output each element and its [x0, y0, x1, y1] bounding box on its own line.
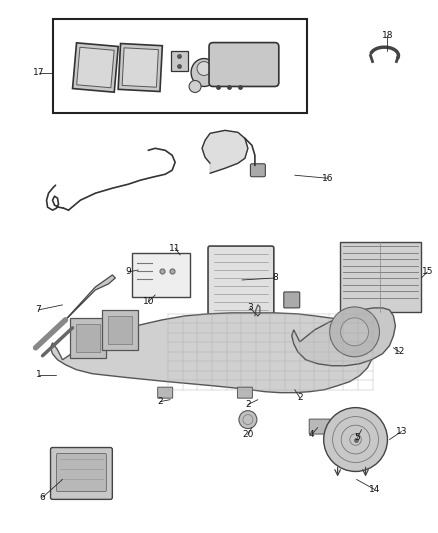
Ellipse shape: [197, 61, 211, 76]
Text: 15: 15: [422, 268, 433, 277]
Text: 12: 12: [394, 348, 405, 356]
Text: 8: 8: [272, 273, 278, 282]
FancyBboxPatch shape: [351, 421, 368, 434]
Text: 3: 3: [247, 303, 253, 312]
Text: 18: 18: [381, 31, 393, 40]
Polygon shape: [292, 308, 396, 366]
Text: 17: 17: [33, 68, 44, 77]
Bar: [171, 51, 188, 70]
Bar: [132, 253, 190, 297]
Polygon shape: [202, 131, 248, 173]
Text: 2: 2: [157, 397, 163, 406]
FancyBboxPatch shape: [309, 419, 330, 434]
Polygon shape: [77, 47, 114, 88]
Text: 9: 9: [125, 268, 131, 277]
Text: 7: 7: [36, 305, 42, 314]
Bar: [77, 324, 100, 352]
Text: 1: 1: [36, 370, 42, 379]
Text: 2: 2: [297, 393, 303, 402]
Text: 16: 16: [322, 174, 333, 183]
Polygon shape: [73, 43, 118, 92]
Text: 14: 14: [369, 485, 380, 494]
Bar: [53, 19, 307, 114]
FancyBboxPatch shape: [57, 454, 106, 491]
Text: 2: 2: [245, 400, 251, 409]
Bar: [102, 310, 138, 350]
FancyBboxPatch shape: [237, 387, 252, 398]
Text: 5: 5: [355, 433, 360, 442]
Polygon shape: [118, 44, 162, 92]
FancyBboxPatch shape: [158, 387, 173, 398]
Text: 4: 4: [309, 430, 314, 439]
Text: 13: 13: [396, 427, 407, 436]
Bar: [339, 242, 421, 312]
Text: 6: 6: [40, 493, 46, 502]
Bar: [108, 316, 132, 344]
FancyBboxPatch shape: [251, 164, 265, 177]
Circle shape: [189, 80, 201, 92]
Text: 10: 10: [142, 297, 154, 306]
Polygon shape: [66, 275, 115, 320]
Ellipse shape: [191, 59, 217, 86]
Text: 11: 11: [170, 244, 181, 253]
FancyBboxPatch shape: [50, 448, 112, 499]
Bar: [71, 318, 106, 358]
FancyBboxPatch shape: [209, 43, 279, 86]
Polygon shape: [122, 48, 159, 87]
Polygon shape: [50, 313, 374, 393]
Circle shape: [330, 307, 379, 357]
Circle shape: [239, 410, 257, 429]
Circle shape: [324, 408, 388, 472]
FancyBboxPatch shape: [208, 246, 274, 326]
Text: 20: 20: [242, 430, 254, 439]
Circle shape: [341, 318, 368, 346]
FancyBboxPatch shape: [284, 292, 300, 308]
